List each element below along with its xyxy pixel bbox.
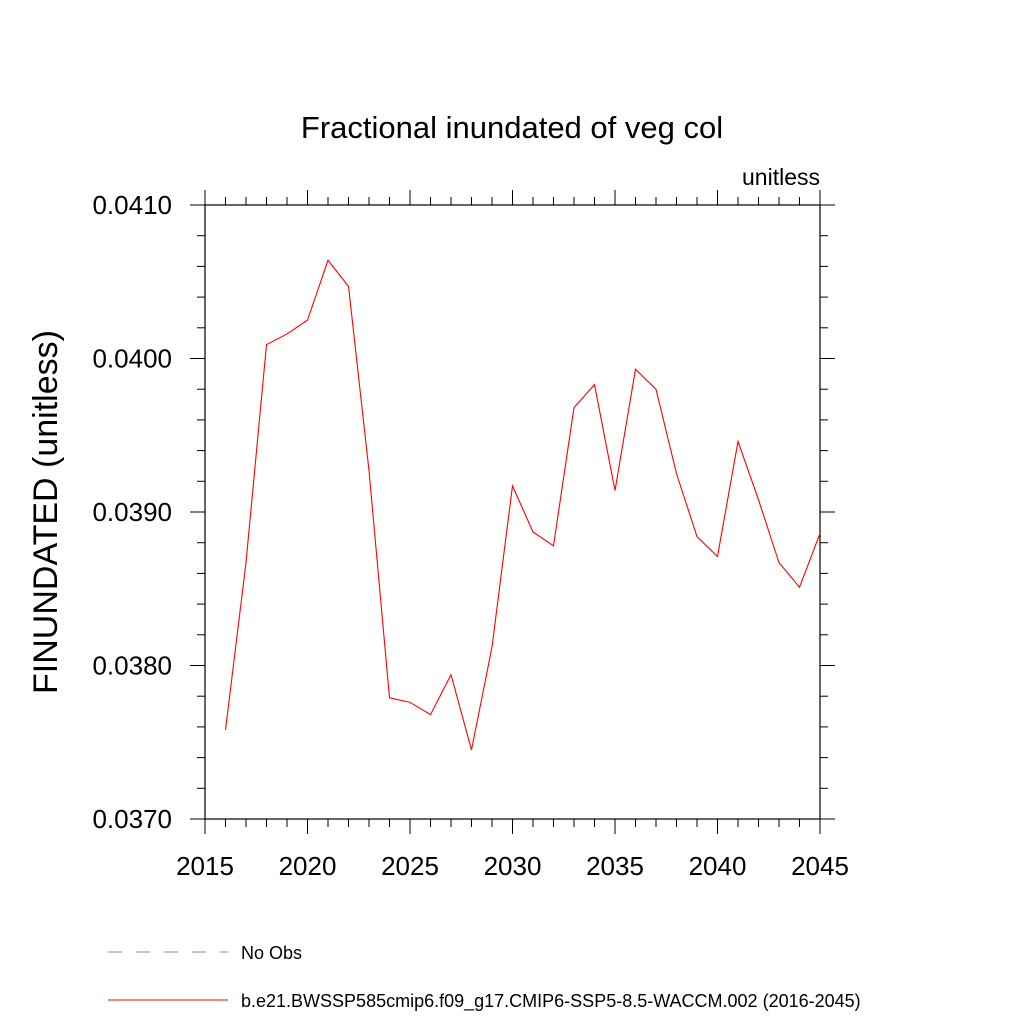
plot-frame [204,204,821,820]
x-tick-label: 2020 [279,851,337,881]
legend-label-1: b.e21.BWSSP585cmip6.f09_g17.CMIP6-SSP5-8… [241,991,861,1012]
axis-ticks [190,190,835,834]
legend-label-0: No Obs [241,943,302,963]
y-tick-label: 0.0370 [92,804,172,834]
series-line-1 [224,259,821,751]
y-tick-label: 0.0390 [92,497,172,527]
x-tick-label: 2030 [484,851,542,881]
series-lines [224,259,821,751]
axis-tick-labels: 2015 2020 2025 2030 2035 2040 2045 0.0370 0.0380… [92,190,848,881]
x-tick-label: 2025 [381,851,439,881]
x-tick-label: 2035 [586,851,644,881]
y-tick-label: 0.0400 [92,344,172,374]
y-axis-label: FINUNDATED (unitless) [27,330,65,694]
y-tick-label: 0.0380 [92,651,172,681]
chart-title: Fractional inundated of veg col [301,110,723,145]
units-label: unitless [742,164,820,190]
x-tick-label: 2040 [689,851,747,881]
legend: No Obs b.e21.BWSSP585cmip6.f09_g17.CMIP6-… [108,943,861,1012]
y-tick-label: 0.0410 [92,190,172,220]
x-tick-label: 2015 [176,851,234,881]
x-tick-label: 2045 [791,851,849,881]
